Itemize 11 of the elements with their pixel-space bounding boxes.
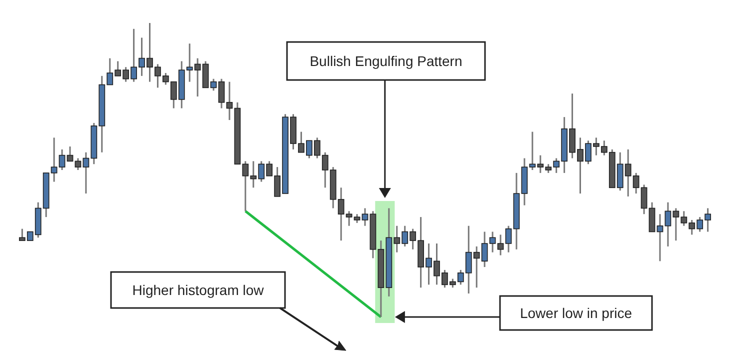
- annotation: Higher histogram low: [132, 282, 265, 298]
- candlestick: [656, 213, 664, 262]
- candlestick: [66, 146, 74, 162]
- candlestick: [218, 78, 225, 110]
- candlestick: [648, 202, 656, 232]
- candlestick: [74, 157, 82, 171]
- candlestick: [210, 78, 217, 92]
- candlestick: [505, 225, 512, 254]
- annotation: Lower low in price: [520, 305, 632, 321]
- annotation: Bullish Engulfing Pattern: [310, 53, 462, 69]
- candlestick: [362, 207, 368, 227]
